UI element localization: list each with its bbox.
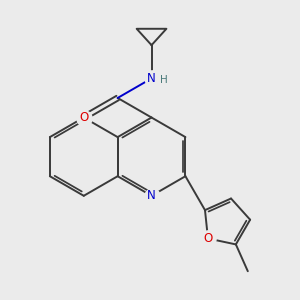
Text: H: H bbox=[160, 75, 168, 85]
Text: N: N bbox=[147, 72, 156, 85]
Text: O: O bbox=[203, 232, 213, 245]
Text: O: O bbox=[79, 111, 88, 124]
Text: N: N bbox=[147, 189, 156, 202]
